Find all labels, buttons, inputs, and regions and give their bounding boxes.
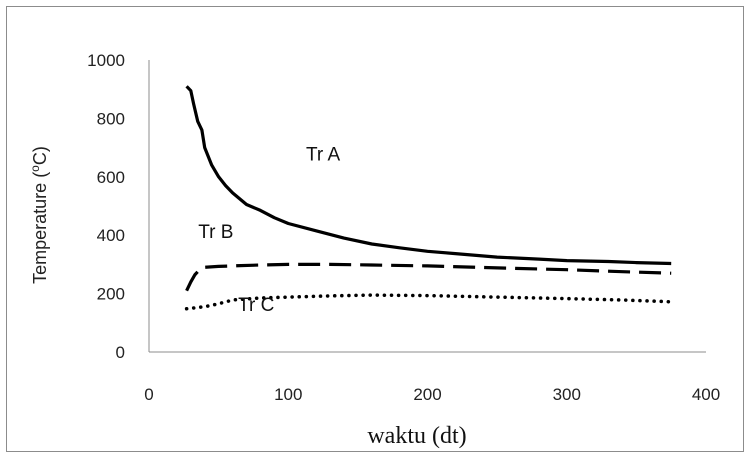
annotation-label: Tr C xyxy=(238,295,274,316)
y-tick-label: 1000 xyxy=(87,51,125,70)
series-line-tr-b xyxy=(185,262,672,292)
x-tick-label: 400 xyxy=(692,385,720,404)
y-axis-label: Temperature (oC) xyxy=(28,146,50,284)
annotation-label: Tr B xyxy=(198,222,233,243)
series-line-tr-a xyxy=(185,85,672,266)
y-axis-label-unit: C) xyxy=(30,146,50,165)
y-tick-label: 0 xyxy=(116,343,125,362)
chart-frame xyxy=(6,6,744,452)
x-axis-label: waktu (dt) xyxy=(367,423,466,449)
y-axis-label-sup: o xyxy=(28,165,42,172)
series-group xyxy=(184,85,673,311)
annotation-group: Tr A Tr B Tr C xyxy=(198,145,340,316)
annotation-label: Tr A xyxy=(306,145,340,166)
x-tick-label: 200 xyxy=(413,385,441,404)
axes: 0 200 400 600 800 1000 0 100 200 300 400 xyxy=(87,51,720,404)
x-tick-label: 300 xyxy=(553,385,581,404)
x-tick-label: 100 xyxy=(274,385,302,404)
y-axis-label-main: Temperature ( xyxy=(30,172,50,284)
y-tick-label: 400 xyxy=(97,226,125,245)
y-tick-label: 600 xyxy=(97,168,125,187)
x-tick-label: 0 xyxy=(144,385,153,404)
y-tick-label: 200 xyxy=(97,285,125,304)
y-tick-label: 800 xyxy=(97,109,125,128)
